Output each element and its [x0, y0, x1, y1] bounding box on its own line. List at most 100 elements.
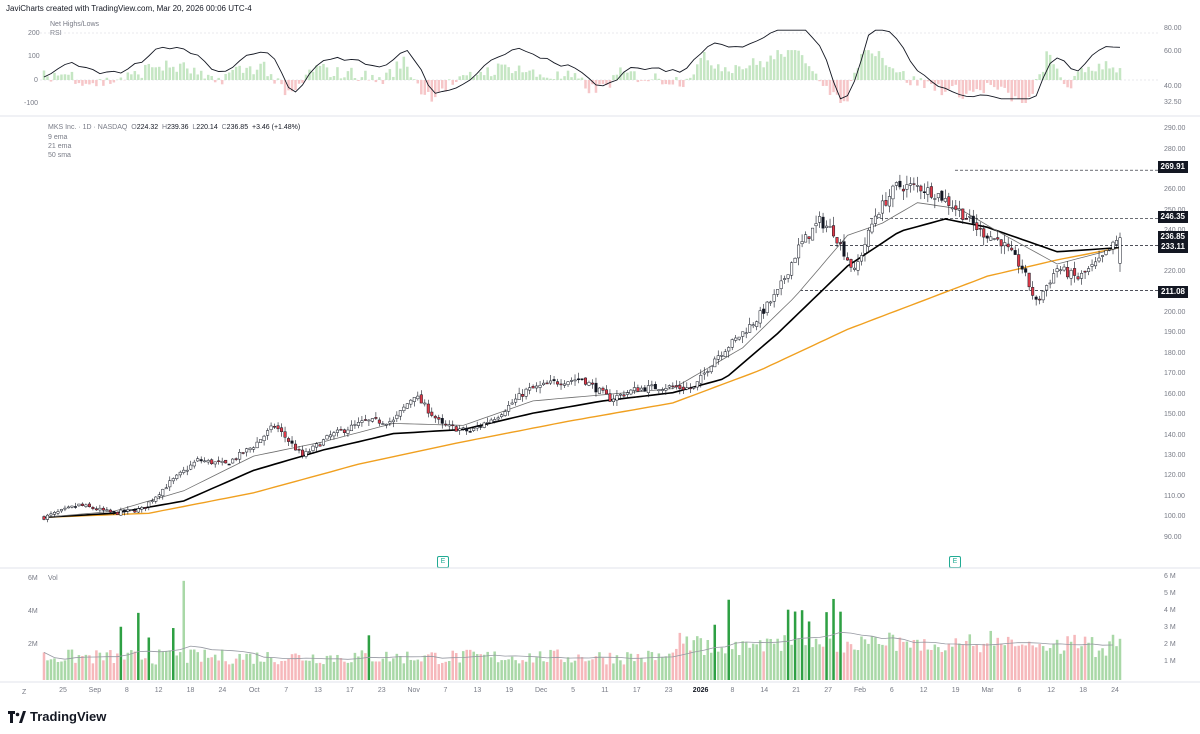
- volume-bar: [311, 654, 315, 680]
- nhl-bar: [1083, 72, 1087, 80]
- nhl-bar: [294, 80, 297, 91]
- volume-bar: [517, 663, 521, 680]
- time-axis-label: 18: [186, 687, 195, 694]
- volume-bar: [800, 610, 804, 680]
- candle-body: [297, 449, 301, 451]
- volume-bar: [350, 662, 353, 680]
- volume-bar: [437, 664, 441, 680]
- indicator-ema21[interactable]: 21 ema: [48, 143, 72, 150]
- candle-body: [723, 351, 727, 358]
- nhl-axis-200: 200: [28, 30, 40, 37]
- nhl-bar: [102, 80, 105, 86]
- time-axis-label: 27: [824, 687, 832, 694]
- nhl-bar: [849, 80, 853, 81]
- candle-body: [597, 387, 601, 394]
- candle-body: [161, 489, 165, 497]
- candle-body: [266, 430, 270, 436]
- candle-body: [112, 511, 116, 513]
- nhl-bar: [675, 76, 678, 80]
- volume-bar: [192, 649, 196, 680]
- timezone-corner[interactable]: Z: [22, 689, 27, 696]
- candle-body: [926, 187, 930, 195]
- volume-label[interactable]: Vol: [48, 575, 58, 582]
- volume-bar: [804, 645, 807, 680]
- candle-body: [437, 417, 441, 420]
- volume-bar: [168, 650, 172, 680]
- indicator-label-nethighs[interactable]: Net Highs/Lows: [50, 21, 100, 28]
- nhl-bar: [262, 61, 266, 80]
- candle-body: [709, 365, 713, 373]
- earnings-marker-1[interactable]: E: [437, 556, 449, 568]
- nhl-bar: [185, 68, 189, 80]
- volume-bar: [710, 652, 713, 680]
- volume-bar: [74, 662, 77, 680]
- nhl-bar: [493, 74, 496, 80]
- volume-bar: [671, 652, 675, 680]
- volume-bar: [605, 664, 608, 680]
- candle-body: [416, 395, 420, 400]
- volume-bar: [70, 649, 74, 680]
- indicator-label-rsi[interactable]: RSI: [50, 30, 62, 37]
- candle-body: [217, 460, 221, 463]
- candle-body: [587, 382, 591, 386]
- candle-body: [741, 331, 745, 337]
- symbol-line[interactable]: MKS Inc. · 1D · NASDAQ O224.32 H239.36 L…: [48, 123, 300, 132]
- candle-body: [84, 504, 88, 507]
- nhl-bar: [252, 74, 255, 80]
- volume-bar: [413, 660, 416, 680]
- volume-bar: [968, 634, 972, 680]
- time-axis-label: Oct: [248, 687, 260, 694]
- nhl-bar: [958, 80, 961, 98]
- nhl-bar: [1024, 80, 1027, 103]
- candle-body: [751, 324, 755, 327]
- volume-bar: [98, 652, 102, 680]
- volume-bar: [269, 657, 273, 680]
- volume-bar: [989, 630, 992, 680]
- volume-bar: [161, 651, 165, 680]
- candle-body: [556, 381, 560, 385]
- volume-bar: [591, 659, 594, 680]
- candle-body: [1034, 296, 1038, 300]
- price-axis-tick: 160.00: [1164, 390, 1186, 398]
- nhl-bar: [898, 72, 902, 80]
- nhl-bar: [727, 71, 730, 80]
- volume-bar: [933, 644, 937, 680]
- nhl-bar: [1115, 72, 1118, 80]
- nhl-bar: [552, 79, 556, 80]
- time-axis-label: 23: [664, 687, 673, 694]
- nhl-bar: [891, 68, 895, 80]
- candle-body: [129, 509, 133, 511]
- nhl-bar: [856, 68, 860, 80]
- rsi-line: [43, 29, 1121, 100]
- nhl-bar: [283, 80, 287, 96]
- nhl-bar: [332, 76, 336, 80]
- candle-body: [971, 215, 975, 224]
- candle-body: [793, 257, 797, 263]
- candle-body: [482, 422, 486, 428]
- candle-body: [349, 424, 353, 432]
- candle-body: [807, 236, 811, 239]
- vol-left-6m: 6M: [28, 575, 38, 582]
- candle-body: [318, 444, 322, 447]
- volume-bar: [636, 654, 640, 680]
- candle-body: [594, 382, 598, 393]
- candle-body: [748, 324, 752, 333]
- candle-body: [342, 429, 346, 433]
- tradingview-logo-icon: [8, 710, 26, 723]
- nhl-bar: [238, 65, 241, 80]
- earnings-marker-2[interactable]: E: [949, 556, 961, 568]
- tradingview-logo[interactable]: TradingView: [8, 709, 106, 724]
- nhl-bar: [178, 63, 182, 80]
- candle-body: [639, 387, 643, 391]
- volume-bar: [304, 660, 308, 680]
- candle-body: [978, 227, 982, 230]
- indicator-ema9[interactable]: 9 ema: [48, 134, 68, 141]
- candle-body: [182, 469, 186, 473]
- volume-bar: [622, 664, 626, 680]
- volume-bar: [1003, 645, 1006, 680]
- nhl-bar: [654, 73, 657, 80]
- indicator-sma50[interactable]: 50 sma: [48, 152, 71, 159]
- chart-credit: JaviCharts created with TradingView.com,…: [6, 4, 252, 13]
- candle-body: [126, 509, 130, 512]
